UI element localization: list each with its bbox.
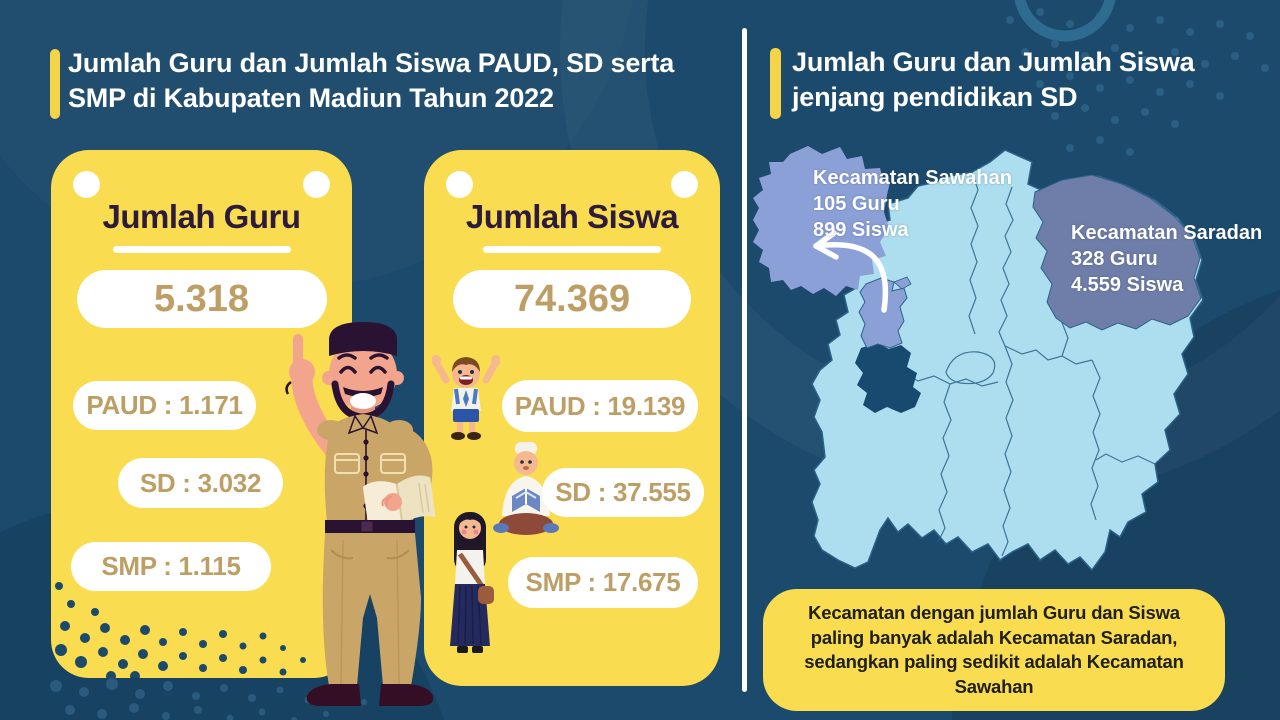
- student-reading-icon: [493, 442, 559, 535]
- dot-pattern-background: [50, 678, 367, 720]
- left-panel-title: Jumlah Guru dan Jumlah Siswa PAUD, SD se…: [68, 48, 675, 113]
- callout-sawahan-siswa: 899 Siswa: [813, 219, 909, 241]
- map-region-dark: [855, 343, 921, 413]
- siswa-smp-value: SMP : 17.675: [508, 557, 698, 608]
- map-region-sawahan-nub: [893, 276, 912, 290]
- curved-arrow-icon: [813, 230, 889, 313]
- callout-saradan-guru: 328 Guru: [1071, 248, 1158, 270]
- conclusion-note-box: Kecamatan dengan jumlah Guru dan Siswa p…: [763, 589, 1225, 712]
- student-cheering-icon: [432, 355, 500, 440]
- guru-paud-value: PAUD : 1.171: [73, 381, 256, 430]
- card-hole: [671, 171, 698, 198]
- swirl-ring: [1014, 0, 1116, 42]
- siswa-card: Jumlah Siswa 74.369: [424, 150, 720, 686]
- guru-total-value: 5.318: [76, 270, 327, 328]
- callout-saradan-siswa: 4.559 Siswa: [1071, 274, 1184, 296]
- map-region-sawahan: [858, 277, 908, 349]
- guru-smp-value: SMP : 1.115: [71, 542, 271, 591]
- callout-saradan-name: Kecamatan Saradan: [1071, 222, 1263, 244]
- teacher-illustration: [285, 322, 436, 706]
- title-accent-bar: [770, 48, 781, 119]
- card-hole: [446, 171, 473, 198]
- right-panel-title: Jumlah Guru dan Jumlah Siswa jenjang pen…: [792, 47, 1195, 112]
- callout-saradan: Kecamatan Saradan 328 Guru 4.559 Siswa: [1071, 220, 1262, 298]
- callout-sawahan-guru: 105 Guru: [813, 193, 900, 215]
- guru-sd-value: SD : 3.032: [118, 458, 283, 508]
- card-underline: [112, 246, 291, 253]
- vertical-divider: [742, 28, 747, 692]
- map-region-sawahan-exploded: [753, 146, 890, 296]
- siswa-paud-value: PAUD : 19.139: [502, 380, 698, 432]
- siswa-sd-value: SD : 37.555: [542, 468, 704, 517]
- madiun-map: [753, 146, 1204, 572]
- callout-sawahan-name: Kecamatan Sawahan: [813, 167, 1012, 189]
- card-underline: [483, 246, 661, 253]
- dot-pattern-top-right: [1006, 0, 1269, 156]
- card-hole: [73, 171, 100, 198]
- title-accent-bar: [50, 49, 60, 119]
- callout-sawahan: Kecamatan Sawahan 105 Guru 899 Siswa: [813, 165, 1012, 243]
- card-hole: [303, 171, 330, 198]
- map-region-saradan: [1032, 174, 1202, 331]
- siswa-total-value: 74.369: [453, 270, 691, 328]
- student-girl-icon: [450, 512, 494, 653]
- guru-card-title: Jumlah Guru: [102, 198, 301, 235]
- siswa-card-title: Jumlah Siswa: [465, 198, 679, 235]
- dot-pattern-card: [55, 582, 306, 678]
- conclusion-note-text: Kecamatan dengan jumlah Guru dan Siswa p…: [804, 602, 1184, 697]
